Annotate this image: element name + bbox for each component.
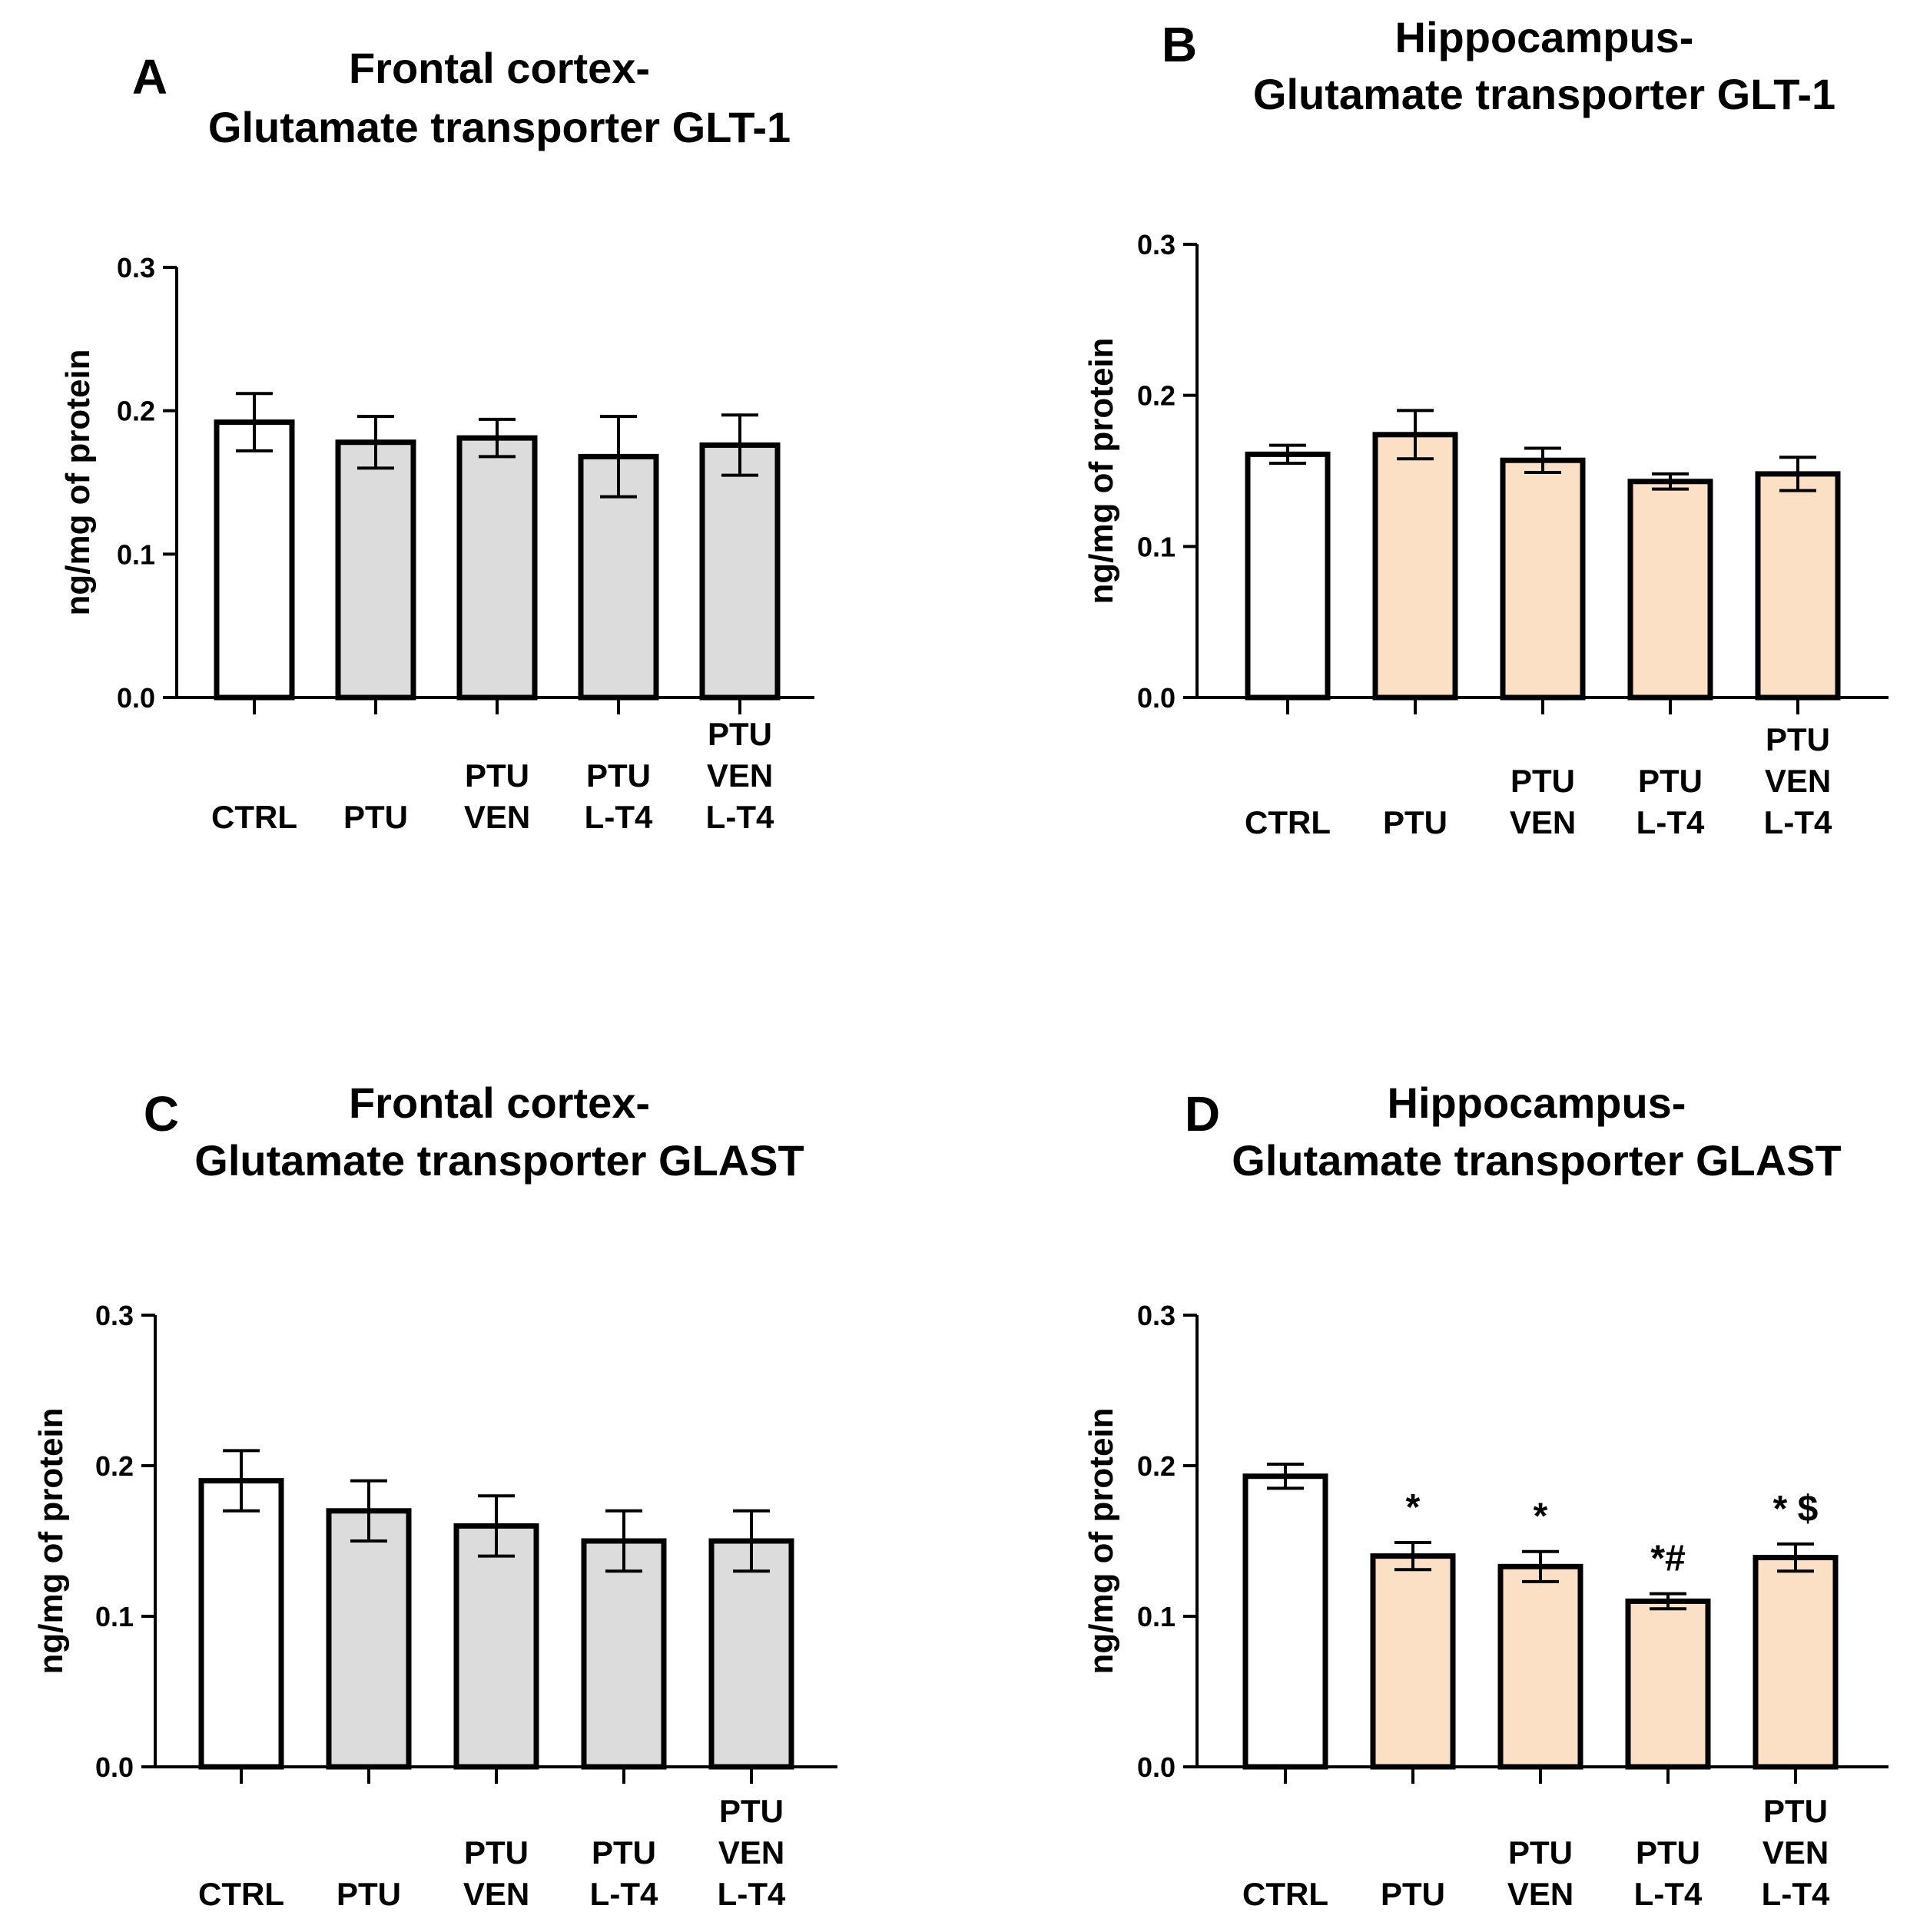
x-tick-label: L-T4 [706, 799, 774, 835]
bar [1755, 471, 1841, 701]
panel-letter: C [144, 1086, 179, 1142]
x-tick-label: L-T4 [1636, 804, 1705, 840]
y-tick-label: 0.0 [1137, 682, 1176, 714]
x-tick-label: L-T4 [590, 1876, 658, 1912]
x-tick-label: PTU [586, 757, 651, 794]
y-tick-label: 0.3 [95, 1300, 134, 1331]
y-tick-label: 0.1 [1137, 1601, 1176, 1632]
bar [1753, 1555, 1839, 1770]
x-tick-label: PTU [1766, 721, 1830, 757]
y-axis-label: ng/mg of protein [59, 349, 97, 615]
panel-letter: B [1162, 17, 1197, 72]
y-tick-label: 0.2 [1137, 380, 1176, 412]
bar [1497, 1563, 1583, 1770]
x-tick-label: VEN [1510, 804, 1576, 840]
y-axis-label: ng/mg of protein [1083, 337, 1120, 604]
y-tick-label: 0.2 [117, 396, 155, 427]
bar [453, 1523, 539, 1770]
bar [1372, 432, 1458, 701]
bar [1500, 457, 1586, 701]
y-tick-label: 0.0 [95, 1751, 134, 1783]
y-tick-label: 0.2 [1137, 1450, 1176, 1482]
panel-a: A Frontal cortex- Glutamate transporter GL… [0, 0, 960, 966]
x-tick-label: L-T4 [1764, 804, 1832, 840]
x-tick-label: CTRL [198, 1876, 284, 1912]
bar [699, 442, 781, 701]
x-tick-label: PTU [1638, 763, 1703, 799]
chart-title-line: Frontal cortex- [349, 44, 650, 92]
bar [335, 439, 416, 701]
x-tick-label: PTU [1383, 804, 1447, 840]
significance-mark: * [1406, 1487, 1421, 1528]
panel-letter: A [132, 49, 167, 104]
y-axis-label: ng/mg of protein [32, 1407, 70, 1674]
x-tick-label: PTU [708, 716, 772, 752]
chart-title-line: Glutamate transporter GLT-1 [208, 103, 791, 151]
bar [1627, 479, 1713, 701]
chart-title-line: Hippocampus- [1395, 13, 1694, 61]
chart-d: D Hippocampus- Glutamate transporter GLAST… [1083, 1079, 1888, 1912]
x-tick-label: VEN [718, 1834, 784, 1871]
x-tick-label: VEN [1507, 1876, 1573, 1912]
bar [1625, 1598, 1711, 1770]
bar [326, 1508, 412, 1770]
bar [1370, 1553, 1456, 1770]
y-tick-label: 0.0 [117, 682, 155, 714]
x-tick-label: VEN [1765, 763, 1831, 799]
chart-title-line: Frontal cortex- [349, 1079, 650, 1127]
bar [198, 1478, 284, 1770]
y-tick-label: 0.3 [1137, 229, 1176, 260]
x-tick-label: PTU [1636, 1834, 1700, 1871]
x-tick-label: L-T4 [718, 1876, 786, 1912]
x-tick-label: PTU [464, 1834, 529, 1871]
chart-c: C Frontal cortex- Glutamate transporter GL… [32, 1079, 837, 1912]
x-tick-label: L-T4 [1762, 1876, 1830, 1912]
bar [1245, 451, 1331, 701]
x-tick-label: PTU [592, 1834, 656, 1871]
bar [214, 419, 295, 701]
y-tick-label: 0.3 [117, 252, 155, 283]
x-tick-label: VEN [464, 799, 530, 835]
x-tick-label: CTRL [1245, 804, 1331, 840]
x-tick-label: PTU [337, 1876, 401, 1912]
chart-a: A Frontal cortex- Glutamate transporter GL… [59, 44, 814, 835]
panel-d: D Hippocampus- Glutamate transporter GLAST… [960, 966, 1920, 1932]
x-tick-label: L-T4 [585, 799, 653, 835]
x-tick-label: PTU [465, 757, 529, 794]
x-tick-label: VEN [1762, 1834, 1829, 1871]
bar [708, 1538, 794, 1770]
x-tick-label: L-T4 [1634, 1876, 1703, 1912]
chart-title-line: Glutamate transporter GLAST [194, 1136, 804, 1185]
significance-mark: * $ [1773, 1489, 1819, 1529]
bar [1242, 1473, 1328, 1770]
bar [581, 1538, 667, 1770]
x-tick-label: PTU [1763, 1793, 1828, 1829]
y-axis-label: ng/mg of protein [1083, 1407, 1120, 1674]
chart-title-line: Glutamate transporter GLT-1 [1253, 70, 1835, 118]
y-tick-label: 0.1 [1137, 531, 1176, 562]
chart-title-line: Hippocampus- [1388, 1079, 1686, 1127]
y-tick-label: 0.0 [1137, 1751, 1176, 1783]
y-tick-label: 0.2 [95, 1450, 134, 1482]
x-tick-label: PTU [1381, 1876, 1445, 1912]
y-tick-label: 0.3 [1137, 1300, 1176, 1331]
x-tick-label: PTU [1508, 1834, 1573, 1871]
y-tick-label: 0.1 [95, 1601, 134, 1632]
y-tick-label: 0.1 [117, 539, 155, 570]
x-tick-label: PTU [719, 1793, 784, 1829]
x-tick-label: VEN [707, 757, 773, 794]
bar [456, 435, 538, 701]
panel-letter: D [1185, 1086, 1220, 1142]
x-tick-label: CTRL [1242, 1876, 1328, 1912]
x-tick-label: PTU [1510, 763, 1575, 799]
x-tick-label: CTRL [211, 799, 297, 835]
chart-title-line: Glutamate transporter GLAST [1232, 1136, 1841, 1185]
x-tick-label: PTU [343, 799, 408, 835]
significance-mark: *# [1650, 1539, 1685, 1579]
significance-mark: * [1534, 1496, 1548, 1537]
chart-b: B Hippocampus- Glutamate transporter GLT-1… [1083, 13, 1888, 840]
panel-c: C Frontal cortex- Glutamate transporter GL… [0, 966, 960, 1932]
x-tick-label: VEN [463, 1876, 529, 1912]
panel-b: B Hippocampus- Glutamate transporter GLT-1… [960, 0, 1920, 966]
